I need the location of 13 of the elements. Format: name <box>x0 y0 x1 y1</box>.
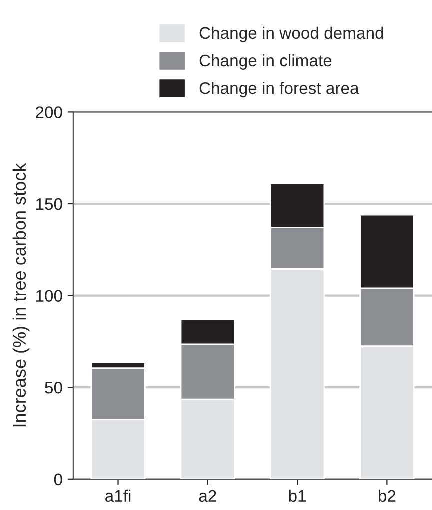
y-tick-label: 100 <box>36 290 62 302</box>
y-tick-label: 150 <box>36 198 62 210</box>
legend-label: Change in wood demand <box>200 26 384 42</box>
legend-label: Change in forest area <box>200 82 360 98</box>
y-tick-label: 0 <box>54 474 62 486</box>
x-tick-label: b2 <box>378 490 396 502</box>
x-tick-label: a1fi <box>106 490 131 502</box>
x-tick-label: b1 <box>289 490 306 502</box>
y-tick-label: 50 <box>45 382 62 394</box>
x-tick-label: a2 <box>199 490 216 502</box>
y-axis-title: Increase (%) in tree carbon stock <box>12 163 30 427</box>
y-tick-label: 200 <box>36 106 62 118</box>
legend-label: Change in climate <box>200 54 332 70</box>
